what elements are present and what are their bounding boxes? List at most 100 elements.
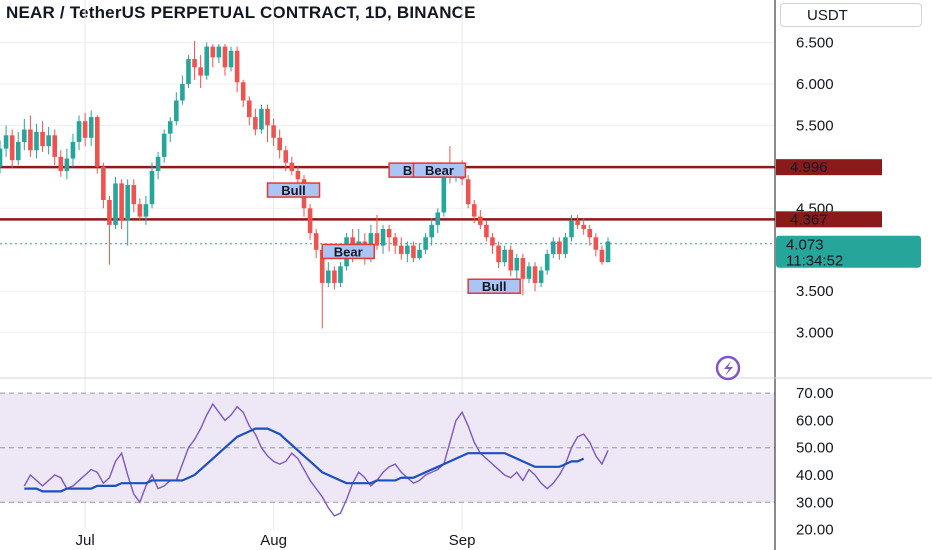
rsi-tick-label: 30.00: [796, 494, 834, 511]
candle-body: [137, 204, 143, 217]
candle-body: [15, 141, 21, 161]
candle-body: [429, 224, 434, 238]
candle-body: [174, 100, 179, 122]
x-tick-label: Sep: [449, 532, 476, 549]
candle-body: [575, 220, 580, 225]
candle-body: [471, 204, 477, 217]
candle-body: [143, 204, 149, 217]
candle-body: [283, 150, 289, 163]
candle-body: [70, 141, 76, 159]
candle-body: [490, 237, 495, 246]
rsi-ma-line: [24, 427, 585, 493]
candle-body: [119, 183, 124, 221]
candle-body: [508, 249, 514, 271]
candle-body: [514, 258, 520, 271]
candle-body: [599, 249, 605, 263]
annotation-label: Bull: [281, 183, 306, 198]
candle-body: [0, 148, 3, 167]
annotation-label: Bear: [334, 244, 363, 259]
candle-body: [550, 241, 556, 254]
annotation-box: [321, 243, 375, 260]
candle-body: [411, 245, 416, 259]
candle-body: [605, 241, 611, 263]
rsi-tick-label: 70.00: [796, 385, 834, 402]
candle-body: [22, 129, 27, 142]
lightning-icon[interactable]: [715, 355, 741, 381]
current-price-tag: [776, 235, 921, 268]
annotation-label: Bear: [425, 163, 454, 178]
candle-body: [167, 121, 173, 134]
candle-body: [76, 121, 82, 142]
candle-body: [234, 50, 240, 83]
chart-title: NEAR / TetherUS PERPETUAL CONTRACT, 1D, …: [6, 3, 476, 22]
candle-body: [240, 82, 246, 101]
candle-body: [198, 67, 203, 76]
candle-body: [423, 237, 428, 250]
candle-body: [593, 237, 599, 250]
candle-body: [246, 100, 252, 118]
candle-body: [332, 270, 337, 283]
candle-body: [386, 229, 392, 238]
candle-body: [46, 135, 51, 147]
candle-body: [295, 170, 301, 180]
candle-body: [180, 83, 185, 101]
candle-body: [313, 233, 319, 250]
candle-body: [52, 135, 58, 157]
candle-body: [155, 156, 161, 171]
level-price-tag: [776, 211, 882, 228]
currency-selector[interactable]: USDT: [780, 3, 922, 27]
candle-body: [186, 59, 191, 84]
candle-body: [222, 46, 228, 68]
candle-body: [478, 216, 483, 225]
price-tick-label: 6.500: [796, 34, 834, 51]
annotations: BullBullBearBearBull: [266, 162, 521, 294]
candle-body: [64, 158, 70, 171]
candle-body: [520, 258, 526, 279]
rsi-line: [23, 402, 609, 517]
candle-body: [532, 266, 538, 283]
candle-body: [228, 50, 234, 68]
price-tick-label: 3.500: [796, 283, 834, 300]
x-tick-label: Jul: [76, 532, 95, 549]
candle-body: [326, 270, 331, 283]
rsi-tick-label: 60.00: [796, 412, 834, 429]
rsi-tick-label: 50.00: [796, 440, 834, 457]
candle-body: [82, 121, 88, 138]
candle-body: [319, 249, 325, 283]
candle-body: [544, 253, 550, 271]
countdown-label: 11:34:52: [786, 253, 843, 270]
candle-body: [149, 170, 155, 205]
candle-body: [253, 117, 258, 130]
candle-body: [338, 266, 343, 283]
candle-body: [435, 212, 441, 225]
candle-body: [587, 229, 593, 238]
rsi-tick-label: 40.00: [796, 467, 834, 484]
x-tick-label: Aug: [260, 532, 287, 549]
candle-body: [441, 170, 447, 213]
candle-body: [40, 132, 45, 147]
candle-body: [374, 233, 380, 246]
candle-body: [88, 117, 94, 138]
candle-body: [557, 241, 562, 254]
candle-body: [271, 125, 276, 138]
candle-body: [192, 59, 197, 68]
candle-body: [259, 108, 264, 130]
level-price-tag: [776, 159, 882, 176]
candle-body: [161, 133, 167, 157]
candle-body: [465, 179, 471, 205]
candle-body: [307, 208, 313, 234]
candle-body: [392, 237, 398, 246]
candle-body: [538, 270, 544, 283]
candle-body: [94, 117, 100, 167]
candle-body: [484, 224, 489, 238]
candle-body: [28, 129, 33, 151]
candle-body: [107, 200, 112, 225]
candle-body: [125, 185, 130, 221]
candle-body: [563, 237, 568, 254]
price-tick-label: 3.000: [796, 325, 834, 342]
level-price-label: 4.996: [790, 159, 828, 176]
candle-body: [496, 245, 501, 263]
